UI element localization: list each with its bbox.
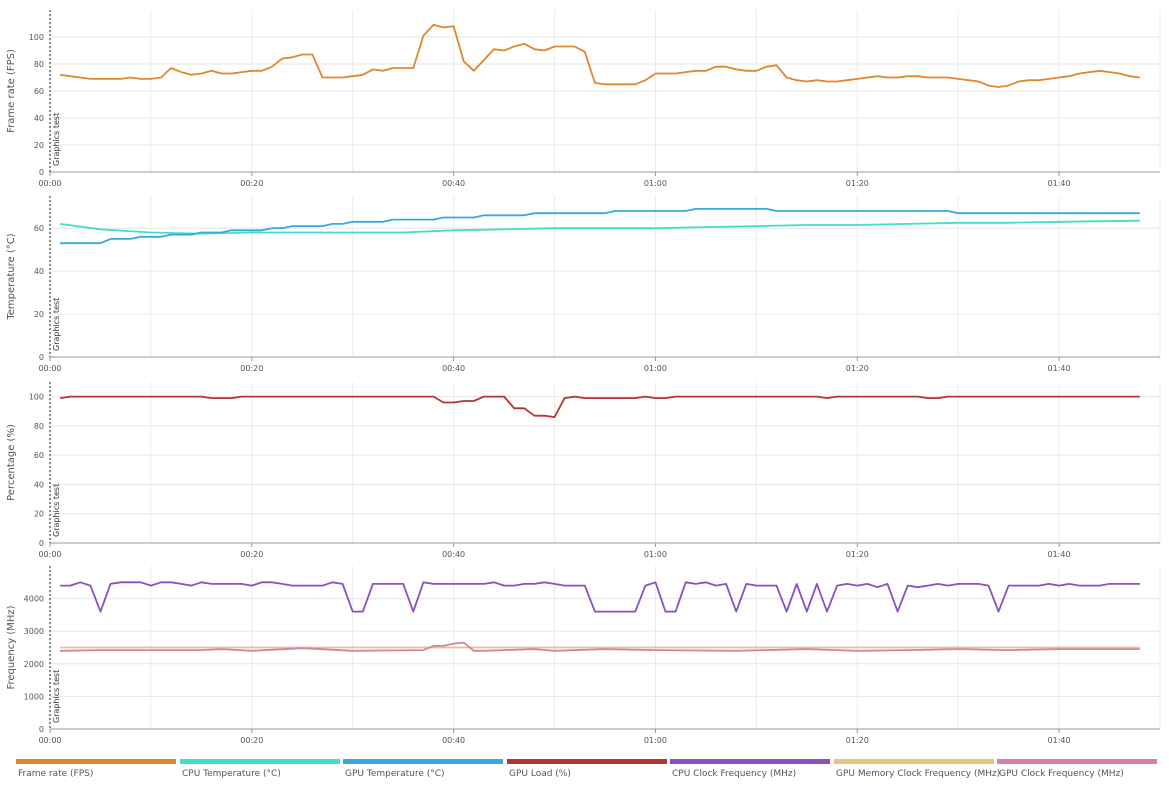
graphics-test-label: Graphics test (52, 298, 61, 351)
x-tick-label: 01:40 (1048, 550, 1071, 559)
y-tick-label: 40 (34, 480, 44, 489)
y-axis-label: Temperature (°C) (6, 233, 17, 320)
graphics-test-label: Graphics test (52, 484, 61, 537)
legend-swatch (343, 759, 503, 764)
y-axis-label: Frequency (MHz) (6, 605, 17, 689)
legend-item-gpu-memory-clock-frequency[interactable]: GPU Memory Clock Frequency (MHz) (834, 759, 1000, 785)
y-tick-label: 0 (39, 168, 44, 177)
x-tick-label: 01:00 (644, 736, 667, 745)
x-tick-label: 01:40 (1048, 364, 1071, 373)
legend-swatch (834, 759, 994, 764)
y-tick-label: 60 (34, 87, 44, 96)
y-tick-label: 40 (34, 267, 44, 276)
series-line (60, 581, 1140, 613)
y-tick-label: 80 (34, 422, 44, 431)
x-tick-label: 00:20 (240, 364, 263, 373)
legend-item-gpu-load[interactable]: GPU Load (%) (507, 759, 667, 785)
chart-panel-2: 0 20 40 60 00:00 00:20 00:40 01:00 01:20 01:40 Tem… (6, 196, 1161, 373)
y-tick-label: 0 (39, 725, 44, 734)
legend-swatch (16, 759, 176, 764)
x-tick-label: 00:00 (38, 364, 61, 373)
x-tick-label: 01:20 (846, 179, 869, 188)
legend-label: GPU Memory Clock Frequency (MHz) (836, 769, 1001, 779)
series-line (60, 207, 1140, 245)
y-tick-label: 20 (34, 141, 44, 150)
x-tick-label: 00:40 (442, 364, 465, 373)
y-tick-label: 100 (29, 33, 44, 42)
x-tick-label: 00:40 (442, 736, 465, 745)
legend-label: CPU Temperature (°C) (182, 769, 281, 779)
legend-swatch (507, 759, 667, 764)
y-axis-label: Frame rate (FPS) (6, 49, 17, 133)
chart-panel-1: 0 20 40 60 80 100 00:00 00:20 00:40 01:00 01:20 01:… (6, 10, 1161, 188)
x-tick-label: 00:20 (240, 550, 263, 559)
charts-canvas: 0 20 40 60 80 100 00:00 00:20 00:40 01:00 01:20 01:… (6, 10, 1161, 745)
x-tick-label: 01:00 (644, 364, 667, 373)
y-tick-label: 100 (29, 393, 44, 402)
legend-label: GPU Temperature (°C) (345, 769, 445, 779)
legend-swatch (670, 759, 830, 764)
y-tick-label: 20 (34, 310, 44, 319)
legend-label: GPU Load (%) (509, 769, 571, 779)
legend-label: Frame rate (FPS) (18, 769, 94, 779)
legend-swatch (997, 759, 1157, 764)
y-tick-label: 0 (39, 539, 44, 548)
y-axis-label: Percentage (%) (6, 424, 17, 501)
legend: Frame rate (FPS) CPU Temperature (°C) GP… (16, 759, 1164, 785)
legend-swatch (180, 759, 340, 764)
x-tick-label: 00:20 (240, 736, 263, 745)
x-tick-label: 01:00 (644, 179, 667, 188)
x-tick-label: 01:40 (1048, 179, 1071, 188)
chart-panel-3: 0 20 40 60 80 100 00:00 00:20 00:40 01:00 01:20 01:… (6, 382, 1161, 559)
series-line (59, 395, 1140, 419)
legend-item-gpu-clock-frequency[interactable]: GPU Clock Frequency (MHz) (997, 759, 1157, 785)
chart-panel-4: 0 1000 2000 3000 4000 00:00 00:20 00:40 01:00 01:… (6, 566, 1161, 745)
x-tick-label: 01:40 (1048, 736, 1071, 745)
graphics-test-label: Graphics test (52, 113, 61, 166)
legend-item-cpu-clock-frequency[interactable]: CPU Clock Frequency (MHz) (670, 759, 830, 785)
legend-item-frame-rate[interactable]: Frame rate (FPS) (16, 759, 176, 785)
y-tick-label: 1000 (24, 692, 44, 701)
y-tick-label: 40 (34, 114, 44, 123)
series-line (60, 641, 1140, 652)
x-tick-label: 01:20 (846, 550, 869, 559)
y-tick-label: 80 (34, 60, 44, 69)
y-tick-label: 4000 (24, 595, 44, 604)
series-line (59, 219, 1140, 235)
y-tick-label: 2000 (24, 660, 44, 669)
x-tick-label: 00:20 (240, 179, 263, 188)
y-tick-label: 20 (34, 510, 44, 519)
x-tick-label: 00:40 (442, 550, 465, 559)
legend-label: GPU Clock Frequency (MHz) (999, 769, 1124, 779)
x-tick-label: 00:00 (38, 550, 61, 559)
x-tick-label: 01:20 (846, 364, 869, 373)
x-tick-label: 01:20 (846, 736, 869, 745)
y-tick-label: 60 (34, 451, 44, 460)
series-line (59, 23, 1140, 88)
legend-item-gpu-temperature[interactable]: GPU Temperature (°C) (343, 759, 503, 785)
y-tick-label: 0 (39, 353, 44, 362)
y-tick-label: 60 (34, 224, 44, 233)
x-tick-label: 00:00 (38, 736, 61, 745)
x-tick-label: 00:00 (38, 179, 61, 188)
x-tick-label: 01:00 (644, 550, 667, 559)
legend-item-cpu-temperature[interactable]: CPU Temperature (°C) (180, 759, 340, 785)
x-tick-label: 00:40 (442, 179, 465, 188)
legend-label: CPU Clock Frequency (MHz) (672, 769, 797, 779)
graphics-test-label: Graphics test (52, 670, 61, 723)
y-tick-label: 3000 (24, 627, 44, 636)
